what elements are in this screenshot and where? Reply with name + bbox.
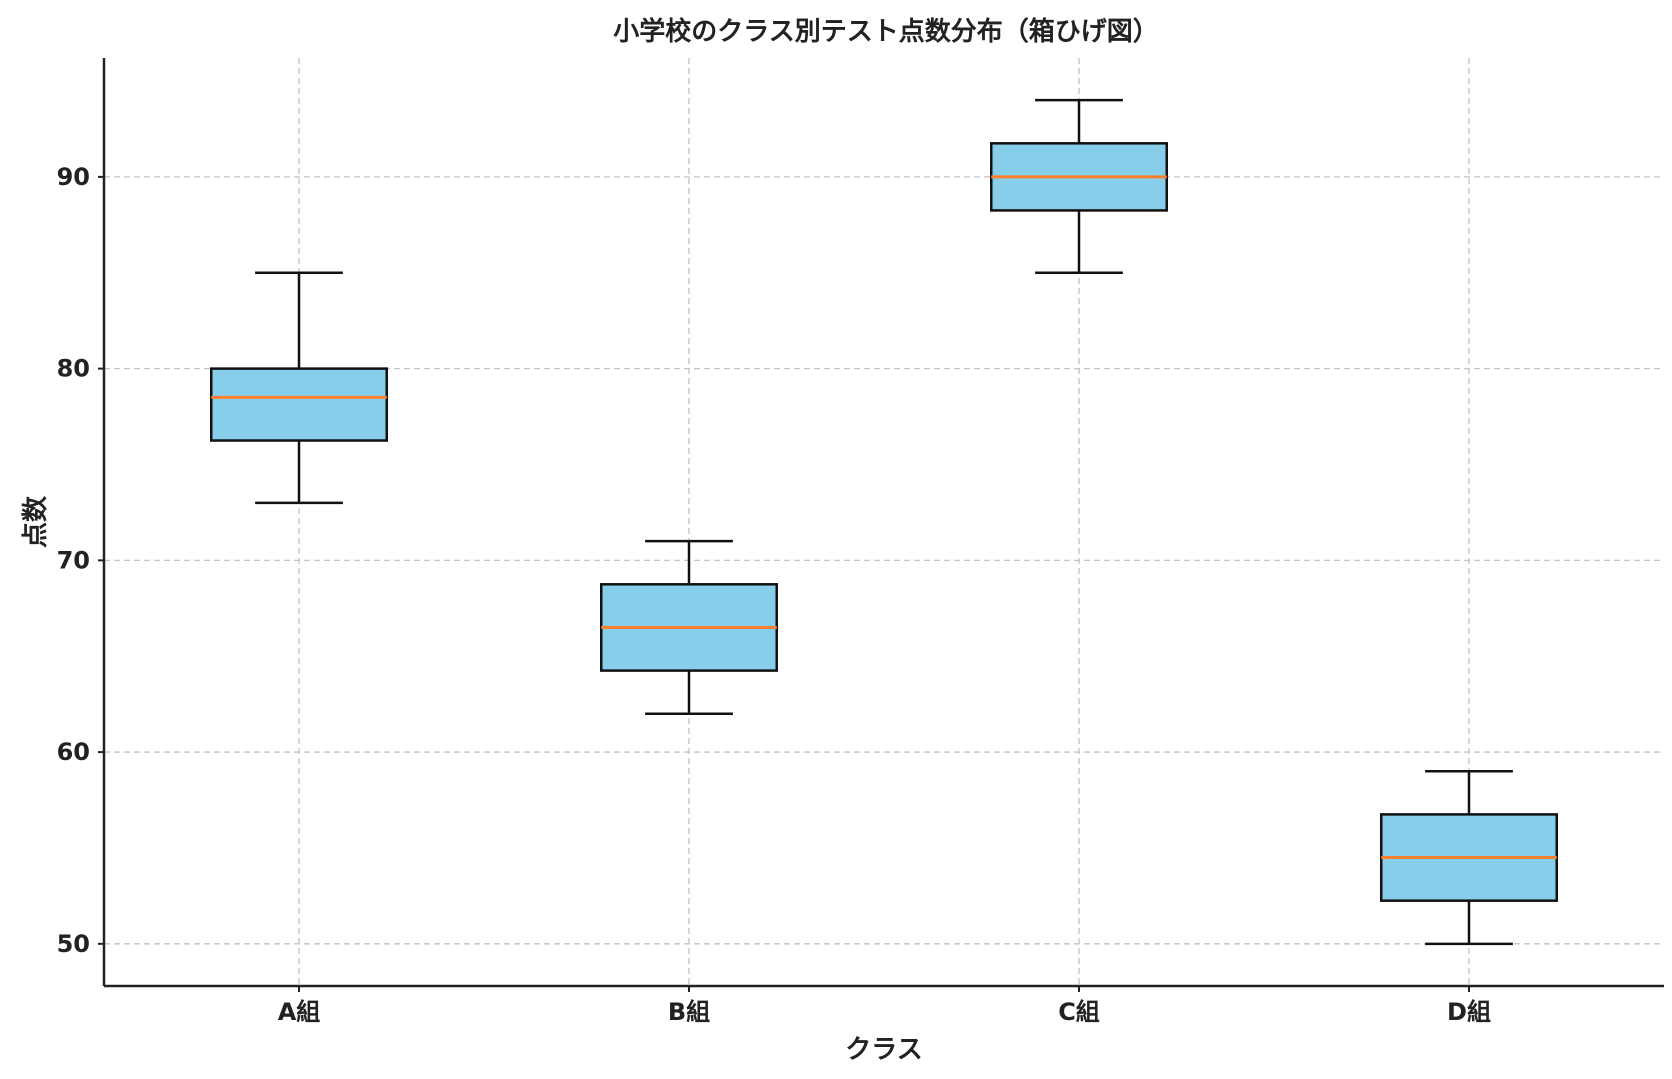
box [210,367,388,442]
x-axis-label: クラス [845,1035,922,1065]
x-tick-labels: A組 B組 C組 D組 [278,986,1491,1026]
y-tick-label: 90 [57,163,90,191]
chart-title: 小学校のクラス別テスト点数分布（箱ひげ図） [613,16,1158,47]
box-group [210,271,388,505]
y-tick-label: 70 [57,546,90,574]
box-group [990,98,1168,274]
y-axis-label: 点数 [20,495,51,548]
boxes [210,98,1558,946]
y-tick-labels: 50 60 70 80 90 [57,163,104,958]
x-tick-label: A組 [278,998,321,1026]
box-group [1380,770,1558,946]
x-tick-label: B組 [668,998,710,1026]
y-tick-label: 60 [57,738,90,766]
axes [102,58,1664,988]
y-tick-label: 80 [57,355,90,383]
y-tick-label: 50 [57,930,90,958]
box-group [600,539,778,715]
x-tick-label: C組 [1058,998,1100,1026]
x-tick-label: D組 [1447,998,1491,1026]
